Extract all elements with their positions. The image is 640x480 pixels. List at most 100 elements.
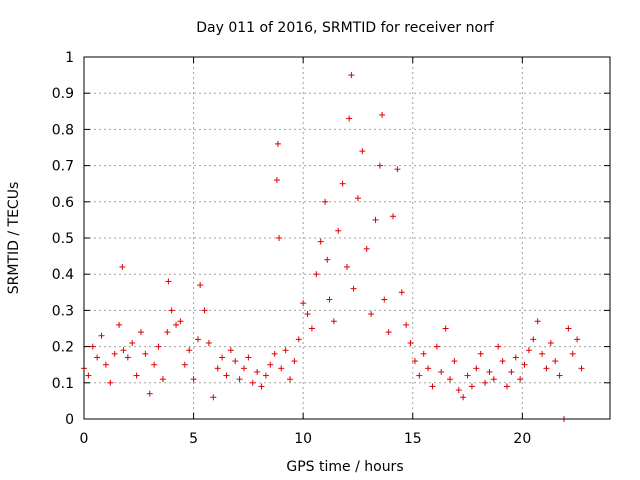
data-point <box>348 72 355 79</box>
data-point <box>429 383 436 390</box>
data-point <box>390 213 397 220</box>
data-point <box>344 263 350 270</box>
data-point <box>442 325 449 332</box>
data-point <box>372 216 379 223</box>
data-point <box>133 372 140 379</box>
data-point <box>363 245 370 252</box>
data-point <box>503 383 510 390</box>
data-point <box>89 343 96 350</box>
data-point <box>508 368 515 375</box>
data-point <box>403 321 410 328</box>
data-point <box>569 350 576 357</box>
data-point <box>98 332 105 339</box>
data-point <box>539 350 546 357</box>
data-points <box>81 72 585 422</box>
data-point <box>350 285 357 292</box>
data-point <box>525 347 532 354</box>
data-point <box>411 358 418 365</box>
data-point <box>190 376 197 383</box>
data-point <box>177 318 184 325</box>
x-tick-label: 20 <box>513 431 531 447</box>
data-point <box>116 321 123 328</box>
y-axis-label: SRMTID / TECUs <box>6 182 22 295</box>
chart-title: Day 011 of 2016, SRMTID for receiver nor… <box>196 20 495 36</box>
data-point <box>210 394 217 401</box>
data-point <box>287 376 294 383</box>
data-point <box>552 358 559 365</box>
data-point <box>168 307 175 314</box>
data-point <box>534 318 541 325</box>
data-point <box>271 350 278 357</box>
data-point <box>232 358 239 365</box>
data-point <box>276 235 283 241</box>
data-point <box>254 368 261 375</box>
data-point <box>295 336 302 343</box>
data-point <box>438 368 445 375</box>
data-point <box>330 318 337 325</box>
data-point <box>173 321 180 328</box>
data-point <box>455 387 462 394</box>
data-point <box>249 379 256 386</box>
data-point <box>120 347 127 354</box>
axis-ticks: 00.10.20.30.40.50.60.70.80.910 5 10 15 20 <box>52 50 610 447</box>
y-tick-label: 0 <box>65 412 74 428</box>
data-point <box>354 195 361 202</box>
data-point <box>129 339 136 346</box>
data-point <box>495 343 502 350</box>
data-point <box>102 361 109 368</box>
data-point <box>245 354 252 361</box>
data-point <box>499 358 506 365</box>
data-point <box>107 379 114 386</box>
data-point <box>385 329 392 336</box>
data-point <box>379 111 386 118</box>
data-point <box>420 350 427 357</box>
data-point <box>262 372 269 379</box>
data-point <box>300 300 307 307</box>
data-point <box>165 278 172 285</box>
data-point <box>547 339 554 346</box>
data-point <box>416 372 423 379</box>
y-tick-label: 0.1 <box>52 376 74 392</box>
data-point <box>512 354 519 361</box>
plot-frame <box>83 56 611 420</box>
y-tick-label: 0.6 <box>52 195 74 211</box>
data-point <box>186 347 193 354</box>
data-point <box>425 365 432 372</box>
y-tick-label: 0.3 <box>52 303 74 319</box>
data-point <box>451 358 458 365</box>
y-tick-label: 0.8 <box>52 122 74 138</box>
data-point <box>339 180 346 187</box>
data-point <box>194 336 201 343</box>
data-point <box>124 354 131 361</box>
data-point <box>486 368 493 375</box>
data-point <box>119 263 126 270</box>
data-point <box>574 336 581 343</box>
data-point <box>530 336 537 343</box>
x-axis-label: GPS time / hours <box>286 459 403 475</box>
data-point <box>473 365 480 372</box>
data-point <box>460 394 467 401</box>
data-point <box>578 365 585 372</box>
y-tick-label: 0.5 <box>52 231 74 247</box>
data-point <box>240 365 247 372</box>
data-point <box>313 271 320 278</box>
y-tick-label: 1 <box>65 50 74 66</box>
data-point <box>85 372 92 379</box>
x-tick-label: 0 <box>80 431 89 447</box>
data-point <box>94 354 101 361</box>
data-point <box>267 361 274 368</box>
y-tick-label: 0.7 <box>52 159 74 175</box>
data-point <box>308 325 315 332</box>
data-point <box>146 390 153 397</box>
data-point <box>214 365 221 372</box>
data-point <box>155 343 162 350</box>
data-point <box>517 376 524 383</box>
data-point <box>556 372 563 379</box>
data-point <box>317 238 324 245</box>
data-point <box>565 325 572 332</box>
x-tick-label: 10 <box>294 431 312 447</box>
data-point <box>324 256 331 263</box>
data-point <box>223 372 230 379</box>
data-point <box>278 365 285 372</box>
y-tick-label: 0.9 <box>52 86 74 102</box>
